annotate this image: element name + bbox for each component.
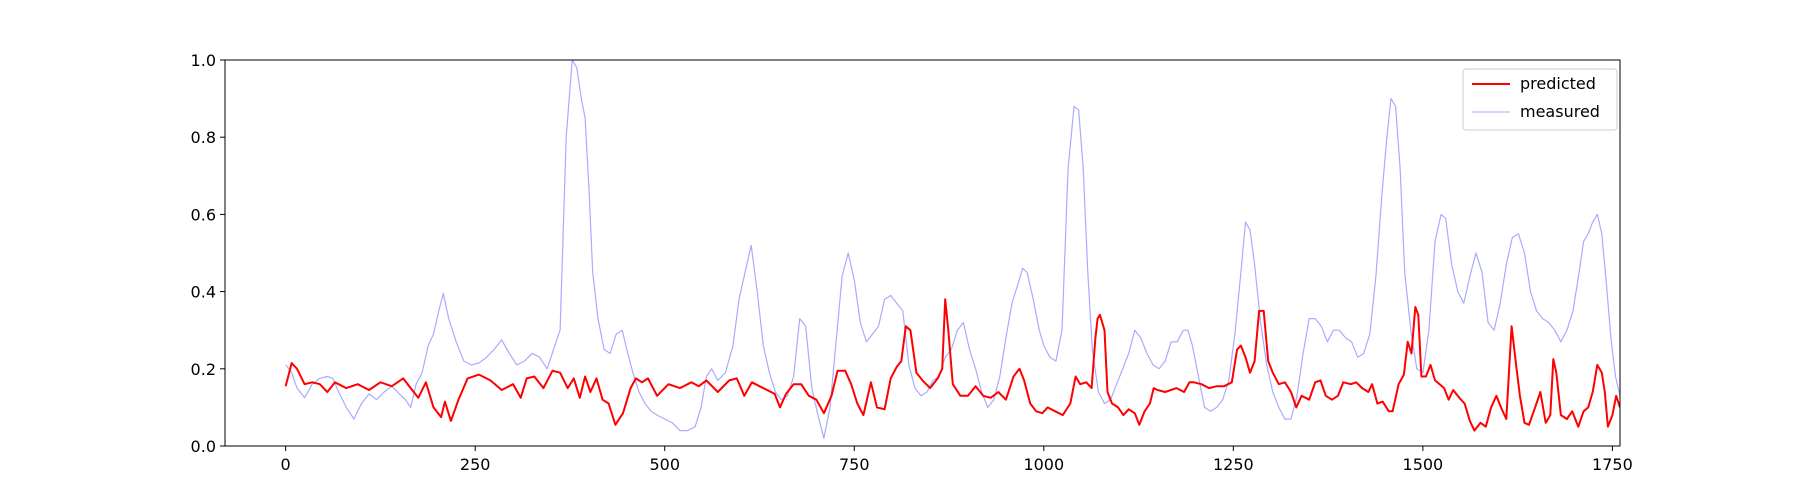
y-tick-label: 0.4	[191, 283, 216, 302]
legend: predicted measured	[1462, 68, 1618, 131]
y-tick-label: 1.0	[191, 51, 216, 70]
y-tick-label: 0.6	[191, 205, 216, 224]
series-line-predicted	[284, 298, 1620, 432]
series-line-measured	[285, 60, 1620, 439]
x-axis: 0 250 500 750 1000 1250 1500 1750	[281, 446, 1633, 474]
y-tick-label: 0.8	[191, 128, 216, 147]
legend-label-measured: measured	[1520, 102, 1600, 121]
x-tick-label: 1500	[1403, 455, 1444, 474]
y-tick-label: 0.2	[191, 360, 216, 379]
x-tick-label: 250	[460, 455, 491, 474]
axes-frame	[224, 59, 1621, 447]
legend-label-predicted: predicted	[1520, 74, 1596, 93]
x-tick-label: 1250	[1213, 455, 1254, 474]
y-tick-label: 0.0	[191, 437, 216, 456]
x-tick-label: 0	[281, 455, 291, 474]
y-axis: 0.0 0.2 0.4 0.6 0.8 1.0	[191, 51, 225, 456]
x-tick-label: 1000	[1023, 455, 1064, 474]
plot-area	[284, 60, 1620, 439]
x-tick-label: 750	[839, 455, 870, 474]
x-tick-label: 1750	[1592, 455, 1633, 474]
x-tick-label: 500	[649, 455, 680, 474]
